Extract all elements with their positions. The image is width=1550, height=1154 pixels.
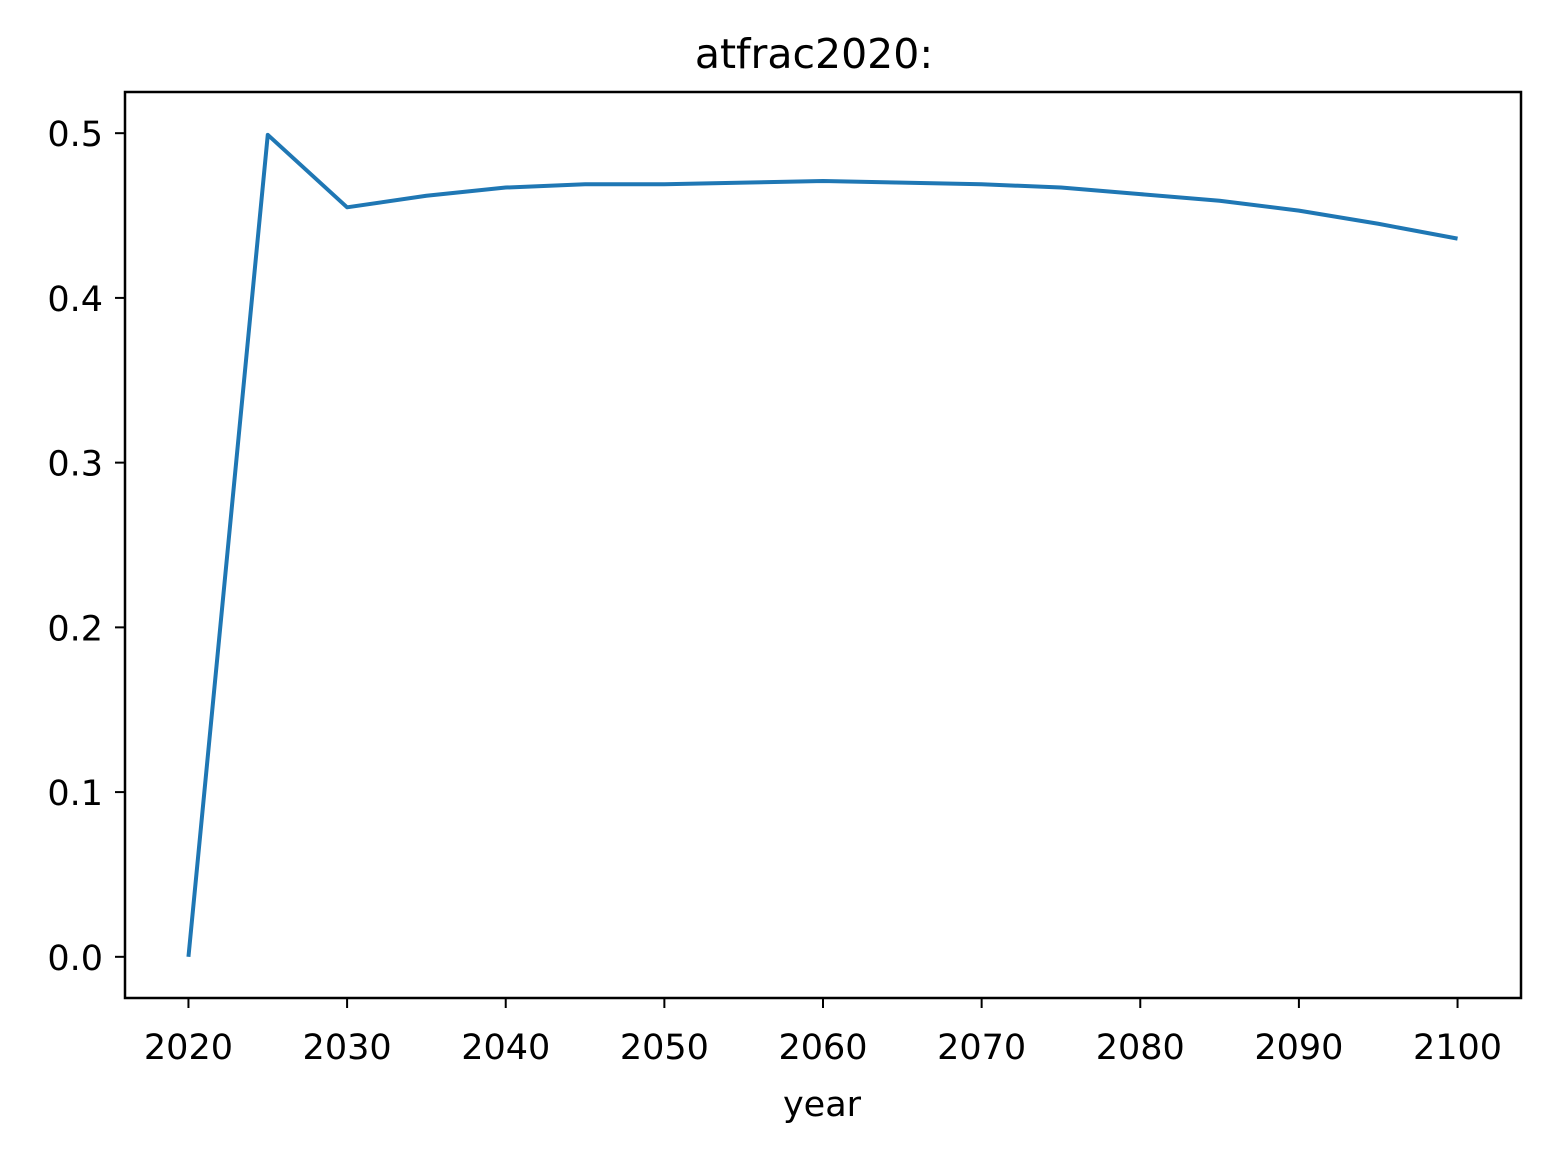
x-tick-label: 2080 [1096, 1028, 1185, 1068]
y-axis-ticks: 0.0 0.1 0.2 0.3 0.4 0.5 [47, 115, 125, 979]
y-tick-label: 0.0 [47, 939, 103, 979]
x-tick-label: 2050 [620, 1028, 709, 1068]
x-tick-label: 2090 [1254, 1028, 1343, 1068]
x-tick-label: 2060 [778, 1028, 867, 1068]
series-group [186, 132, 1458, 958]
x-axis-label: year [783, 1085, 862, 1125]
y-tick-label: 0.5 [47, 115, 103, 155]
y-tick-label: 0.2 [47, 609, 103, 649]
series-line [186, 132, 1458, 958]
axes-frame [123, 90, 1523, 1000]
x-tick-label: 2100 [1413, 1028, 1502, 1068]
y-tick-label: 0.3 [47, 445, 103, 485]
x-tick-label: 2040 [461, 1028, 550, 1068]
x-tick-label: 2030 [303, 1028, 392, 1068]
y-tick-label: 0.4 [47, 280, 103, 320]
x-axis-ticks: 2020 2030 2040 2050 2060 2070 2080 2090 2100 [144, 998, 1502, 1068]
x-tick-label: 2020 [144, 1028, 233, 1068]
chart-title: atfrac2020: [695, 30, 933, 78]
y-tick-label: 0.1 [47, 774, 103, 814]
x-tick-label: 2070 [937, 1028, 1026, 1068]
